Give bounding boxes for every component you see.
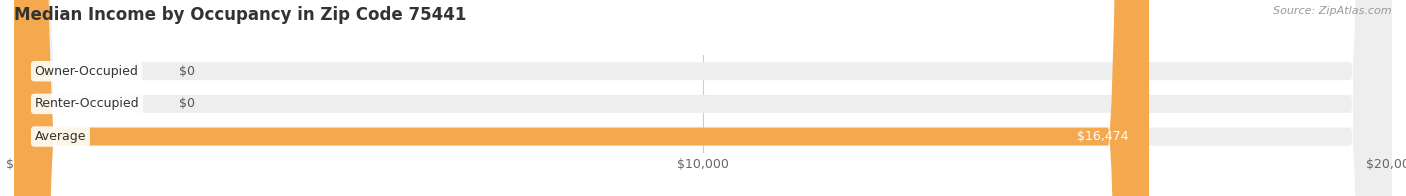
Text: $0: $0	[180, 97, 195, 110]
Text: Owner-Occupied: Owner-Occupied	[35, 65, 139, 78]
Text: $0: $0	[180, 65, 195, 78]
FancyBboxPatch shape	[14, 0, 1149, 196]
Text: $16,474: $16,474	[1077, 130, 1129, 143]
FancyBboxPatch shape	[14, 0, 1392, 196]
Text: Source: ZipAtlas.com: Source: ZipAtlas.com	[1274, 6, 1392, 16]
FancyBboxPatch shape	[14, 0, 1392, 196]
Text: Median Income by Occupancy in Zip Code 75441: Median Income by Occupancy in Zip Code 7…	[14, 6, 467, 24]
Text: Renter-Occupied: Renter-Occupied	[35, 97, 139, 110]
FancyBboxPatch shape	[14, 0, 1392, 196]
Text: Average: Average	[35, 130, 86, 143]
